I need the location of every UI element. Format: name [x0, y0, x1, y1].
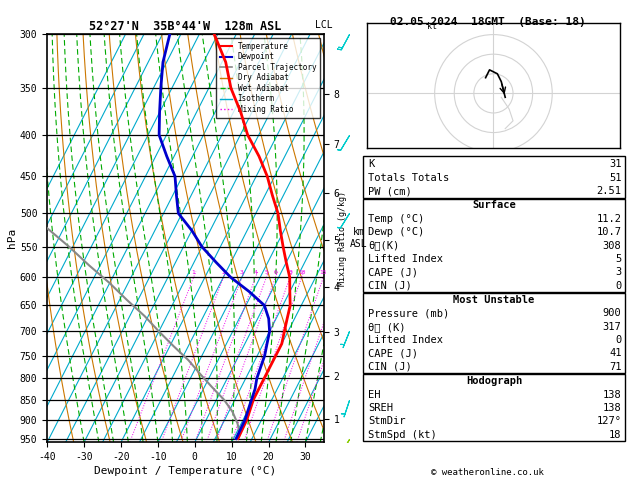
Text: 900: 900	[603, 308, 621, 318]
Text: 317: 317	[603, 322, 621, 332]
Text: K: K	[368, 159, 374, 170]
Text: 2: 2	[221, 270, 225, 275]
Y-axis label: hPa: hPa	[7, 228, 17, 248]
Text: © weatheronline.co.uk: © weatheronline.co.uk	[431, 468, 544, 477]
Text: Totals Totals: Totals Totals	[368, 173, 449, 183]
Text: 02.05.2024  18GMT  (Base: 18): 02.05.2024 18GMT (Base: 18)	[389, 17, 586, 27]
Text: 41: 41	[609, 348, 621, 359]
Text: θᴄ (K): θᴄ (K)	[368, 322, 406, 332]
Text: 10.7: 10.7	[596, 227, 621, 237]
Text: SREH: SREH	[368, 403, 393, 413]
Text: 5: 5	[265, 270, 268, 275]
Text: Surface: Surface	[472, 200, 516, 210]
Text: PW (cm): PW (cm)	[368, 186, 412, 196]
Text: 1: 1	[192, 270, 196, 275]
Text: Hodograph: Hodograph	[466, 376, 522, 386]
Text: 18: 18	[609, 430, 621, 440]
Text: 138: 138	[603, 390, 621, 399]
Text: Mixing Ratio (g/kg): Mixing Ratio (g/kg)	[338, 191, 347, 286]
Text: StmSpd (kt): StmSpd (kt)	[368, 430, 437, 440]
Text: 0: 0	[615, 280, 621, 291]
Y-axis label: km
ASL: km ASL	[350, 227, 368, 249]
Text: Dewp (°C): Dewp (°C)	[368, 227, 424, 237]
X-axis label: Dewpoint / Temperature (°C): Dewpoint / Temperature (°C)	[94, 466, 277, 476]
Text: 2.51: 2.51	[596, 186, 621, 196]
Text: 31: 31	[609, 159, 621, 170]
Text: CAPE (J): CAPE (J)	[368, 348, 418, 359]
Text: 138: 138	[603, 403, 621, 413]
Text: 0: 0	[615, 335, 621, 345]
Text: 10: 10	[298, 270, 305, 275]
Text: EH: EH	[368, 390, 381, 399]
Text: kt: kt	[427, 22, 437, 31]
Text: Temp (°C): Temp (°C)	[368, 214, 424, 224]
Text: 3: 3	[615, 267, 621, 278]
Text: 15: 15	[320, 270, 327, 275]
Text: 51: 51	[609, 173, 621, 183]
Text: Lifted Index: Lifted Index	[368, 254, 443, 264]
Text: 6: 6	[274, 270, 277, 275]
Text: Lifted Index: Lifted Index	[368, 335, 443, 345]
Text: LCL: LCL	[315, 20, 333, 30]
Text: StmDir: StmDir	[368, 416, 406, 426]
Text: 127°: 127°	[596, 416, 621, 426]
Title: 52°27'N  35B°44'W  128m ASL: 52°27'N 35B°44'W 128m ASL	[89, 20, 282, 33]
Legend: Temperature, Dewpoint, Parcel Trajectory, Dry Adiabat, Wet Adiabat, Isotherm, Mi: Temperature, Dewpoint, Parcel Trajectory…	[216, 38, 320, 118]
Text: 71: 71	[609, 362, 621, 372]
Text: 5: 5	[615, 254, 621, 264]
Text: CAPE (J): CAPE (J)	[368, 267, 418, 278]
Text: 3: 3	[240, 270, 244, 275]
Text: Most Unstable: Most Unstable	[454, 295, 535, 305]
Text: CIN (J): CIN (J)	[368, 362, 412, 372]
Text: CIN (J): CIN (J)	[368, 280, 412, 291]
Text: 4: 4	[253, 270, 257, 275]
Text: 308: 308	[603, 241, 621, 251]
Text: 8: 8	[288, 270, 292, 275]
Text: Pressure (mb): Pressure (mb)	[368, 308, 449, 318]
Text: θᴄ(K): θᴄ(K)	[368, 241, 399, 251]
Text: 11.2: 11.2	[596, 214, 621, 224]
